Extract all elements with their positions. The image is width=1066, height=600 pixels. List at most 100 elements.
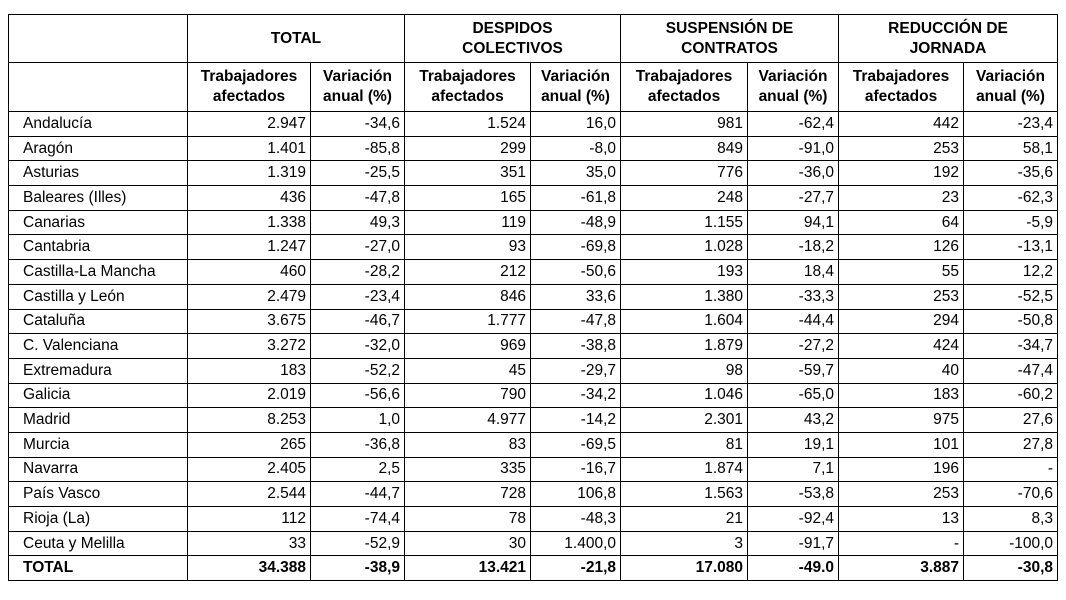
cell: 193 bbox=[620, 259, 749, 285]
cell: - bbox=[838, 530, 965, 557]
total-cell: -30,8 bbox=[963, 555, 1059, 582]
cell: -48,9 bbox=[530, 209, 622, 236]
cell: 183 bbox=[187, 357, 311, 384]
group-header: REDUCCIÓN DE JORNADA bbox=[838, 14, 1059, 63]
cell: 27,8 bbox=[963, 431, 1059, 458]
cell: -27,0 bbox=[309, 234, 406, 261]
data-row: Ceuta y Melilla 33 -52,9 30 1.400,0 3 -91,7- -1… bbox=[8, 530, 1059, 557]
cell: 23 bbox=[838, 185, 965, 211]
cell: 2.947 bbox=[187, 111, 311, 137]
data-row: Aragón 1.401 -85,8 299 -8,0 849 -91,0 253 58,1 bbox=[8, 135, 1059, 162]
cell: 196 bbox=[838, 456, 965, 483]
cell: 81 bbox=[620, 431, 749, 458]
cell: 1.874 bbox=[620, 456, 749, 483]
cell: 969 bbox=[404, 333, 532, 359]
cell: -28,2 bbox=[309, 259, 406, 285]
row-label: Castilla y León bbox=[8, 283, 188, 310]
cell: -48,3 bbox=[530, 506, 622, 532]
row-label: Cantabria bbox=[8, 234, 188, 261]
cell: 40 bbox=[838, 357, 965, 384]
cell: 35,0 bbox=[530, 160, 622, 187]
row-label: Baleares (Illes) bbox=[8, 185, 188, 211]
cell: 106,8 bbox=[530, 481, 622, 507]
row-label: Aragón bbox=[8, 135, 188, 162]
group-header-text: SUSPENSIÓN DE CONTRATOS bbox=[665, 19, 794, 57]
group-header-text: REDUCCIÓN DE JORNADA bbox=[888, 19, 1008, 57]
group-header-text: TOTAL bbox=[270, 29, 322, 47]
data-row: Castilla y León 2.479 -23,4 846 33,6 1.380 -33… bbox=[8, 283, 1059, 310]
cell: 3.675 bbox=[187, 308, 311, 335]
cell: 21 bbox=[620, 506, 749, 532]
data-row: Andalucía 2.947 -34,6 1.524 16,0 981 -62,4 442-… bbox=[8, 111, 1059, 137]
subheader: Trabajadores afectados bbox=[187, 62, 311, 112]
cell: 442 bbox=[838, 111, 965, 137]
cell: 248 bbox=[620, 185, 749, 211]
cell: 101 bbox=[838, 431, 965, 458]
group-header-text: DESPIDOS COLECTIVOS bbox=[462, 19, 563, 57]
total-label: TOTAL bbox=[8, 555, 188, 582]
cell: 119 bbox=[404, 209, 532, 236]
cell: 126 bbox=[838, 234, 965, 261]
cell: 64 bbox=[838, 209, 965, 236]
cell: 253 bbox=[838, 135, 965, 162]
cell: 43,2 bbox=[747, 407, 840, 433]
row-label: Ceuta y Melilla bbox=[8, 530, 188, 557]
subheader: Trabajadores afectados bbox=[620, 62, 749, 112]
cell: 2.019 bbox=[187, 382, 311, 409]
cell: -100,0 bbox=[963, 530, 1059, 557]
cell: 30 bbox=[404, 530, 532, 557]
total-cell: -21,8 bbox=[530, 555, 622, 582]
cell: -27,7 bbox=[747, 185, 840, 211]
total-cell: 13.421 bbox=[404, 555, 532, 582]
cell: -50,6 bbox=[530, 259, 622, 285]
table-body: Andalucía 2.947 -34,6 1.524 16,0 981 -62,4 442-… bbox=[8, 111, 1059, 582]
data-row: Asturias 1.319 -25,5 351 35,0 776 -36,0 192 -35,… bbox=[8, 160, 1059, 187]
cell: 849 bbox=[620, 135, 749, 162]
cell: 98 bbox=[620, 357, 749, 384]
cell: -36,0 bbox=[747, 160, 840, 187]
cell: -47,8 bbox=[530, 308, 622, 335]
cell: 212 bbox=[404, 259, 532, 285]
data-row: Baleares (Illes) 436 -47,8 165 -61,8 248 -27,7… bbox=[8, 185, 1059, 211]
cell: 58,1 bbox=[963, 135, 1059, 162]
total-cell: 3.887 bbox=[838, 555, 965, 582]
cell: 1.604 bbox=[620, 308, 749, 335]
cell: 1.155 bbox=[620, 209, 749, 236]
cell: 790 bbox=[404, 382, 532, 409]
cell: -85,8 bbox=[309, 135, 406, 162]
cell: 19,1 bbox=[747, 431, 840, 458]
cell: 94,1 bbox=[747, 209, 840, 236]
cell: -59,7 bbox=[747, 357, 840, 384]
cell: -29,7 bbox=[530, 357, 622, 384]
data-row: C. Valenciana 3.272 -32,0 969 -38,8 1.879 -27,… bbox=[8, 333, 1059, 359]
data-row: Extremadura 183 -52,2 45 -29,7 98 -59,7 40 -47,4 bbox=[8, 357, 1059, 384]
cell: -62,3 bbox=[963, 185, 1059, 211]
cell: -50,8 bbox=[963, 308, 1059, 335]
cell: 1.247 bbox=[187, 234, 311, 261]
row-label: Madrid bbox=[8, 407, 188, 433]
cell: 112 bbox=[187, 506, 311, 532]
cell: 18,4 bbox=[747, 259, 840, 285]
cell: -13,1 bbox=[963, 234, 1059, 261]
cell: 13 bbox=[838, 506, 965, 532]
corner-cell bbox=[8, 14, 188, 63]
data-row: Madrid 8.253 1,0 4.977 -14,2 2.301 43,2 975 27,6 bbox=[8, 407, 1059, 433]
data-row: Cantabria 1.247 -27,0 93 -69,8 1.028 -18,2 126-… bbox=[8, 234, 1059, 261]
cell: 1.563 bbox=[620, 481, 749, 507]
row-label: Cataluña bbox=[8, 308, 188, 335]
total-cell: -38,9 bbox=[309, 555, 406, 582]
cell: -69,8 bbox=[530, 234, 622, 261]
cell: 351 bbox=[404, 160, 532, 187]
cell: -47,4 bbox=[963, 357, 1059, 384]
row-label: Murcia bbox=[8, 431, 188, 458]
total-cell: 17.080 bbox=[620, 555, 749, 582]
cell: 93 bbox=[404, 234, 532, 261]
cell: 981 bbox=[620, 111, 749, 137]
cell: 1.046 bbox=[620, 382, 749, 409]
cell: 12,2 bbox=[963, 259, 1059, 285]
cell: 165 bbox=[404, 185, 532, 211]
cell: 253 bbox=[838, 283, 965, 310]
data-table: TOTAL DESPIDOS COLECTIVOS SUSPENSIÓN DE CO… bbox=[8, 14, 1059, 582]
cell: -62,4 bbox=[747, 111, 840, 137]
cell: -8,0 bbox=[530, 135, 622, 162]
